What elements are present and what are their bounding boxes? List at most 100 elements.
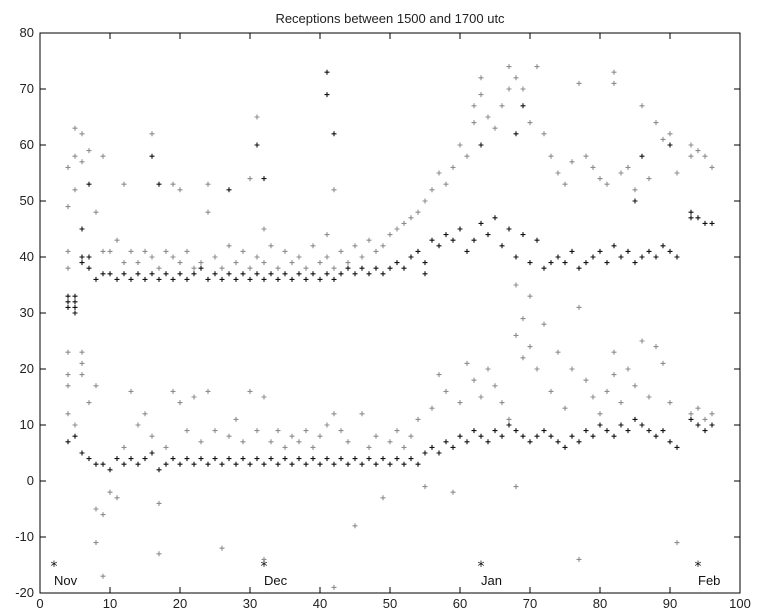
data-point	[576, 80, 582, 86]
data-point	[541, 265, 547, 271]
data-point	[436, 170, 442, 176]
data-point	[583, 377, 589, 383]
data-point	[114, 276, 120, 282]
data-point	[254, 142, 260, 148]
data-point	[590, 433, 596, 439]
data-point	[72, 310, 78, 316]
month-marker-asterisk: *	[51, 559, 58, 575]
data-point	[478, 220, 484, 226]
data-point	[191, 271, 197, 277]
data-point	[674, 254, 680, 260]
data-point	[93, 540, 99, 546]
data-point	[702, 428, 708, 434]
y-tick-label: 60	[20, 137, 34, 152]
data-point	[548, 260, 554, 266]
data-point	[282, 444, 288, 450]
data-point	[261, 176, 267, 182]
data-point	[590, 394, 596, 400]
data-point	[464, 439, 470, 445]
data-point	[142, 456, 148, 462]
data-point	[632, 383, 638, 389]
data-point	[632, 416, 638, 422]
month-label: Feb	[698, 573, 720, 588]
data-point	[541, 321, 547, 327]
data-point	[128, 248, 134, 254]
data-point	[324, 271, 330, 277]
data-point	[331, 276, 337, 282]
data-point	[268, 243, 274, 249]
data-point	[520, 316, 526, 322]
data-point	[471, 120, 477, 126]
data-point	[156, 265, 162, 271]
data-point	[527, 260, 533, 266]
data-point	[611, 243, 617, 249]
data-point	[100, 248, 106, 254]
data-point	[611, 349, 617, 355]
data-point	[646, 394, 652, 400]
data-point	[121, 444, 127, 450]
data-point	[541, 428, 547, 434]
data-point	[135, 461, 141, 467]
data-point	[429, 187, 435, 193]
data-point	[352, 271, 358, 277]
data-point	[555, 170, 561, 176]
data-point	[674, 540, 680, 546]
data-point	[282, 248, 288, 254]
data-point	[247, 265, 253, 271]
data-point	[93, 383, 99, 389]
data-point	[520, 355, 526, 361]
data-point	[100, 461, 106, 467]
data-point	[597, 248, 603, 254]
data-point	[401, 444, 407, 450]
data-point	[107, 489, 113, 495]
data-point	[86, 254, 92, 260]
data-point	[611, 433, 617, 439]
y-tick-label: 0	[27, 473, 34, 488]
data-point	[275, 276, 281, 282]
data-point	[429, 405, 435, 411]
data-point	[65, 299, 71, 305]
data-point	[471, 377, 477, 383]
data-point	[359, 461, 365, 467]
data-point	[562, 181, 568, 187]
data-point	[324, 254, 330, 260]
data-point	[695, 215, 701, 221]
data-point	[380, 456, 386, 462]
data-point	[520, 86, 526, 92]
data-point	[205, 276, 211, 282]
y-tick-label: 80	[20, 25, 34, 40]
data-point	[478, 433, 484, 439]
data-point	[191, 461, 197, 467]
month-marker-asterisk: *	[478, 559, 485, 575]
data-point	[219, 461, 225, 467]
data-point	[527, 293, 533, 299]
data-point	[709, 422, 715, 428]
data-point	[177, 187, 183, 193]
data-point	[198, 265, 204, 271]
data-point	[562, 444, 568, 450]
data-point	[303, 428, 309, 434]
data-point	[177, 461, 183, 467]
data-point	[296, 271, 302, 277]
data-point	[506, 226, 512, 232]
data-point	[611, 69, 617, 75]
data-point	[247, 461, 253, 467]
data-point	[639, 338, 645, 344]
data-point	[226, 456, 232, 462]
data-point	[247, 388, 253, 394]
data-point	[65, 383, 71, 389]
data-point	[135, 260, 141, 266]
data-point	[65, 293, 71, 299]
data-point	[324, 456, 330, 462]
data-point	[387, 461, 393, 467]
data-point	[198, 260, 204, 266]
data-point	[240, 456, 246, 462]
data-point	[233, 260, 239, 266]
data-point	[345, 461, 351, 467]
data-point	[387, 265, 393, 271]
y-tick-label: 70	[20, 81, 34, 96]
data-point	[324, 92, 330, 98]
data-point	[142, 248, 148, 254]
data-point	[86, 148, 92, 154]
